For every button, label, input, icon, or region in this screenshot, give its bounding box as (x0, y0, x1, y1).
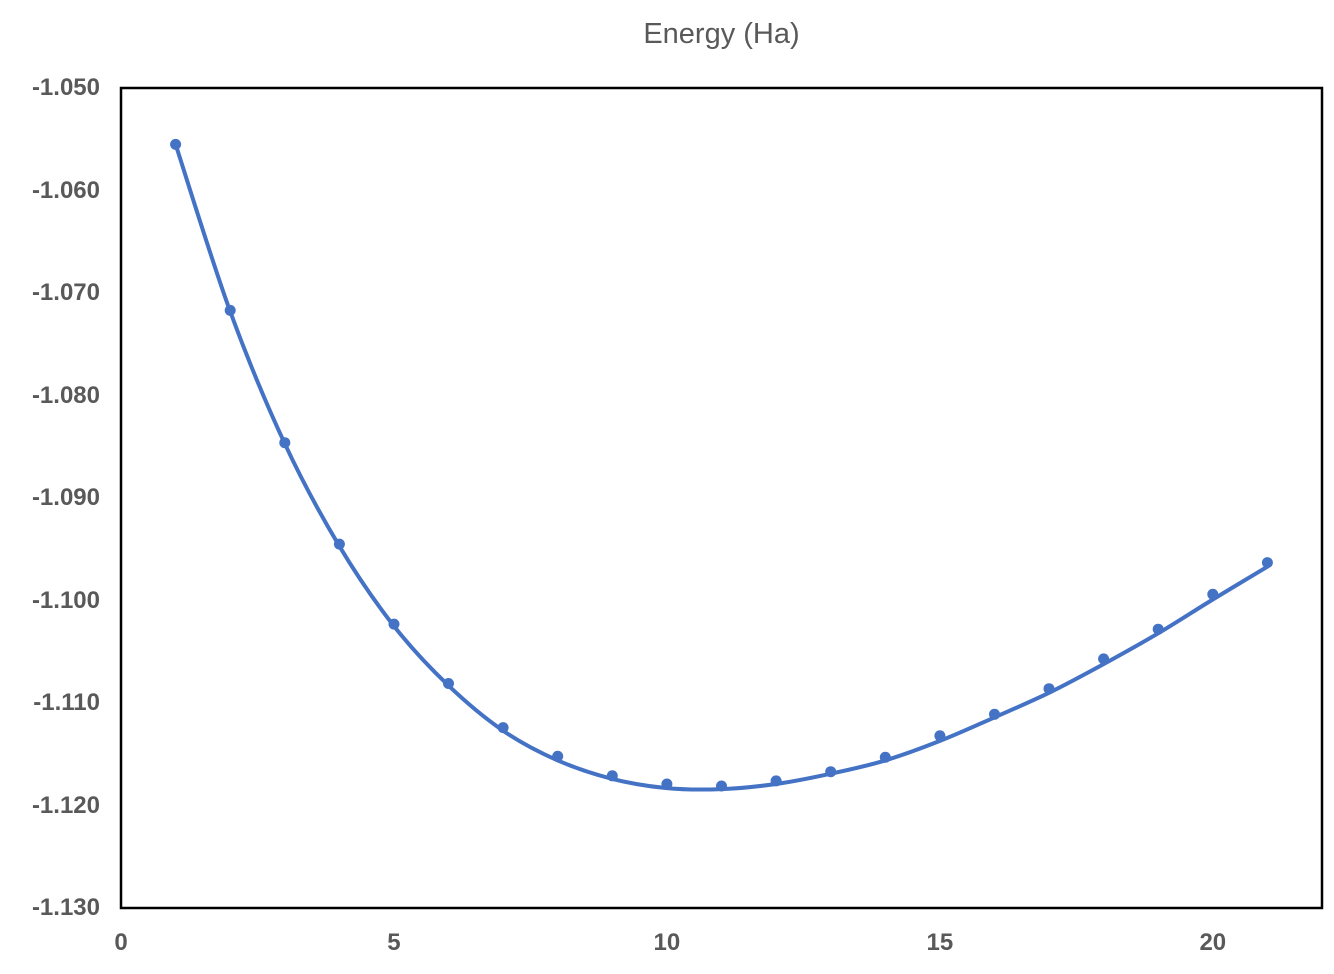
data-point (170, 138, 182, 150)
data-point (279, 437, 291, 449)
data-point (1043, 683, 1055, 695)
data-point (443, 678, 454, 689)
data-point (1261, 557, 1273, 569)
data-point (879, 751, 891, 763)
x-tick-label: 0 (114, 929, 128, 956)
data-point (606, 770, 618, 782)
data-point (661, 778, 673, 790)
y-tick-label: -1.070 (31, 279, 100, 306)
x-tick-label: 20 (1199, 929, 1227, 956)
data-point (1098, 653, 1110, 665)
chart-title: Energy (Ha) (643, 18, 800, 50)
x-tick-label: 15 (926, 929, 954, 956)
x-tick-label: 10 (653, 929, 681, 956)
fit-curve-line (173, 142, 1270, 792)
plot-border (119, 86, 1324, 910)
y-tick-label: -1.130 (31, 894, 100, 921)
y-tick-label: -1.110 (33, 689, 100, 716)
data-point (989, 708, 1000, 720)
data-point (825, 766, 837, 778)
y-tick-label: -1.100 (31, 586, 100, 614)
data-point (770, 775, 782, 787)
data-point (1152, 623, 1164, 635)
data-point (1207, 588, 1219, 600)
y-tick-label: -1.050 (31, 74, 100, 101)
data-point (497, 722, 509, 734)
data-point (934, 730, 946, 742)
data-point (388, 618, 400, 630)
y-tick-label: -1.060 (31, 176, 100, 204)
data-point (716, 780, 727, 792)
data-point (224, 304, 236, 316)
y-tick-label: -1.120 (31, 791, 100, 819)
y-tick-label: -1.080 (31, 381, 100, 409)
y-tick-label: -1.090 (31, 484, 100, 511)
data-point (552, 750, 564, 762)
x-tick-label: 5 (387, 929, 401, 956)
data-point (333, 538, 345, 550)
